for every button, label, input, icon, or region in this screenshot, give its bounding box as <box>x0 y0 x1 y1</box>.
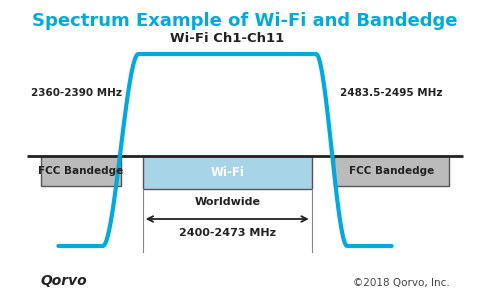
Text: ©2018 Qorvo, Inc.: ©2018 Qorvo, Inc. <box>353 278 449 288</box>
Bar <box>334 156 449 186</box>
Text: Worldwide: Worldwide <box>194 197 260 207</box>
Text: 2360-2390 MHz: 2360-2390 MHz <box>31 88 122 98</box>
Text: FCC Bandedge: FCC Bandedge <box>38 166 123 176</box>
Text: Wi-Fi Ch1-Ch11: Wi-Fi Ch1-Ch11 <box>170 32 284 45</box>
Text: Qorvo: Qorvo <box>41 274 87 288</box>
Text: Spectrum Example of Wi-Fi and Bandedge: Spectrum Example of Wi-Fi and Bandedge <box>32 12 458 30</box>
Text: 2400-2473 MHz: 2400-2473 MHz <box>179 228 276 238</box>
Text: FCC Bandedge: FCC Bandedge <box>349 166 434 176</box>
Text: Wi-Fi: Wi-Fi <box>210 166 244 179</box>
Text: 2483.5-2495 MHz: 2483.5-2495 MHz <box>341 88 443 98</box>
Bar <box>143 156 312 189</box>
Bar <box>41 156 121 186</box>
